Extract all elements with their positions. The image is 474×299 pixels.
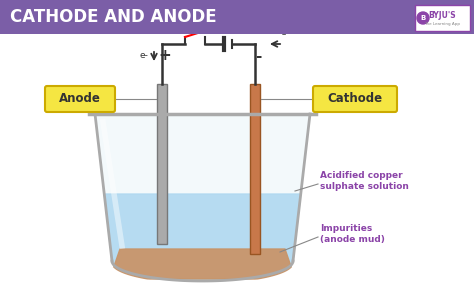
Text: e-: e- [139, 51, 148, 60]
Bar [0, 0, 474, 34]
Circle shape [417, 12, 429, 24]
FancyBboxPatch shape [313, 86, 397, 112]
Text: BYJU'S: BYJU'S [428, 11, 456, 21]
Text: Acidified copper
sulphate solution: Acidified copper sulphate solution [320, 171, 409, 191]
Text: CATHODE AND ANODE: CATHODE AND ANODE [10, 8, 217, 26]
Text: Cathode: Cathode [328, 92, 383, 106]
Text: e-: e- [281, 28, 290, 37]
Text: B: B [420, 15, 426, 21]
Polygon shape [104, 194, 301, 281]
Text: Anode: Anode [59, 92, 101, 106]
Text: Key: Key [187, 19, 203, 28]
Bar [157, 84, 167, 244]
FancyBboxPatch shape [45, 86, 115, 112]
Text: The Learning App: The Learning App [424, 22, 460, 26]
Polygon shape [95, 114, 310, 281]
Text: Impurities
(anode mud): Impurities (anode mud) [320, 224, 385, 244]
Text: +: + [159, 48, 172, 63]
Bar [415, 5, 470, 31]
Polygon shape [114, 249, 291, 279]
Bar [250, 84, 260, 254]
Text: -: - [255, 48, 261, 63]
